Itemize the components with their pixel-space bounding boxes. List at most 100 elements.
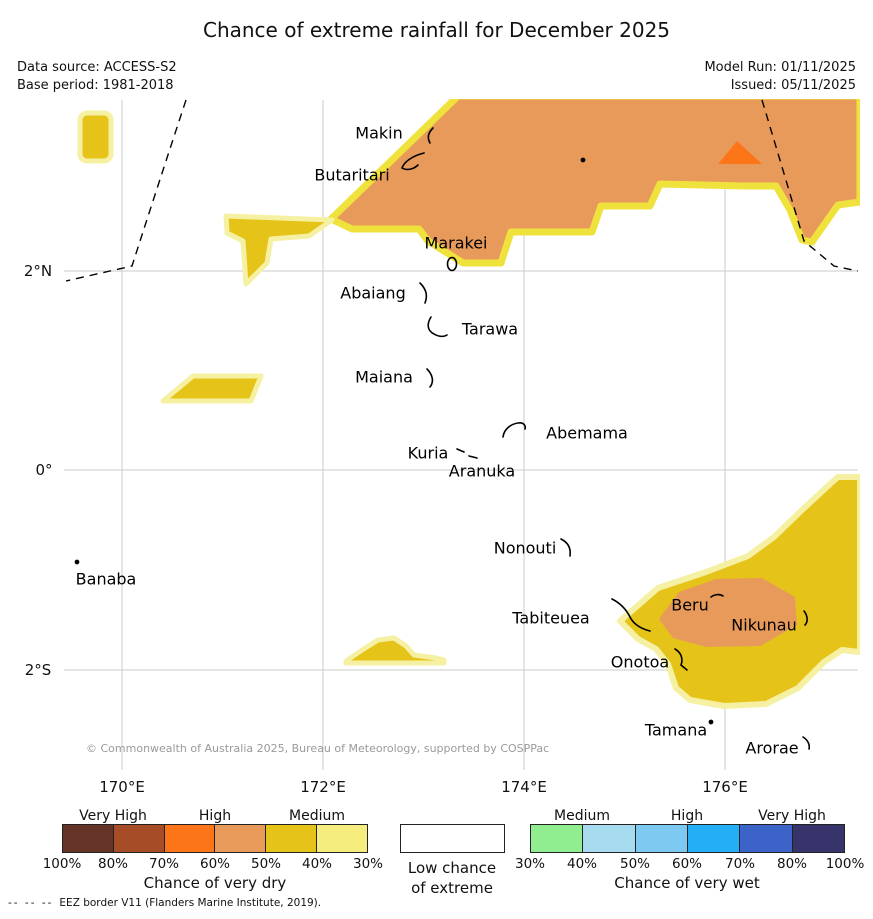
wet-cell-70 — [740, 825, 793, 852]
island-label-makin: Makin — [355, 123, 403, 143]
nonouti-island-mark — [560, 538, 572, 557]
dry-level-very-high: Very High — [79, 808, 147, 824]
region-dry-patch-south — [343, 635, 447, 666]
wet-level-very-high: Very High — [758, 808, 826, 824]
island-label-arorae: Arorae — [745, 738, 799, 758]
aranuka-island-mark — [468, 455, 478, 459]
wet-cell-40 — [583, 825, 636, 852]
dry-cell-40 — [317, 825, 367, 852]
marakei-island-mark — [446, 256, 458, 272]
banaba-island-mark — [74, 559, 80, 565]
eez-borders — [65, 99, 859, 282]
dry-pct-50: 50% — [250, 856, 282, 872]
wet-legend-title: Chance of very wet — [614, 874, 760, 892]
lat-tick-2n: 2°N — [23, 262, 53, 280]
dry-pct-80: 80% — [97, 856, 129, 872]
dry-pct-70: 70% — [148, 856, 180, 872]
abemama-island-mark — [502, 422, 526, 438]
island-label-tarawa: Tarawa — [461, 319, 519, 339]
arorae-island-mark — [802, 736, 811, 750]
neutral-label-line1: Low chance — [407, 859, 497, 877]
eez-dash-sample: -- -- -- — [8, 897, 54, 909]
island-label-abemama: Abemama — [546, 423, 628, 443]
neutral-label-line2: of extreme — [411, 879, 493, 897]
island-label-maiana: Maiana — [355, 367, 413, 387]
tamana-island-mark — [708, 719, 714, 725]
dry-pct-30: 30% — [352, 856, 384, 872]
probability-regions — [77, 99, 860, 709]
lat-tick-2s: 2°S — [24, 661, 52, 679]
model-run-label: Model Run: 01/11/2025 — [704, 60, 856, 75]
dry-level-high: High — [198, 808, 232, 824]
region-dry-patch-maiana-west — [160, 373, 264, 404]
dry-pct-40: 40% — [301, 856, 333, 872]
island-label-banaba: Banaba — [75, 569, 137, 589]
tarawa-island-mark — [427, 316, 448, 338]
wet-cell-60 — [687, 825, 741, 852]
wet-cell-80 — [792, 825, 844, 852]
butaritari-island-mark — [401, 152, 425, 171]
beru-island-mark — [710, 593, 724, 598]
lon-tick-176e: 176°E — [702, 778, 748, 796]
data-source-label: Data source: ACCESS-S2 — [17, 60, 177, 75]
maiana-island-mark — [426, 368, 434, 388]
island-marks — [74, 127, 811, 750]
region-dry-patch-northwest — [77, 110, 114, 164]
wet-pct-50: 50% — [619, 856, 651, 872]
wet-level-high: High — [670, 808, 704, 824]
lon-tick-170e: 170°E — [99, 778, 145, 796]
island-label-beru: Beru — [671, 595, 709, 615]
wet-pct-80: 80% — [776, 856, 808, 872]
dry-cell-60 — [215, 825, 267, 852]
island-label-butaritari: Butaritari — [314, 165, 390, 185]
copyright-text: © Commonwealth of Australia 2025, Bureau… — [86, 742, 550, 755]
eez-note-text: EEZ border V11 (Flanders Marine Institut… — [59, 897, 322, 909]
neutral-legend-box — [400, 824, 505, 853]
eez-border-east — [761, 99, 859, 272]
abaiang-island-mark — [419, 282, 428, 304]
base-period-label: Base period: 1981-2018 — [17, 78, 174, 93]
onotoa-island-mark — [674, 648, 688, 671]
wet-pct-30: 30% — [514, 856, 546, 872]
kuria-island-mark — [456, 448, 465, 453]
island-label-nonouti: Nonouti — [493, 538, 557, 558]
dry-legend-bar — [62, 824, 368, 853]
region-very-dry-north — [327, 99, 860, 267]
wet-pct-40: 40% — [566, 856, 598, 872]
island-label-tamana: Tamana — [644, 720, 708, 740]
island-label-onotoa: Onotoa — [610, 652, 670, 672]
region-dry-beru-nikunau — [659, 578, 797, 647]
dry-pct-60: 60% — [199, 856, 231, 872]
dry-cell-70 — [164, 825, 216, 852]
island-label-aranuka: Aranuka — [448, 461, 516, 481]
small-island-mark — [580, 157, 586, 163]
island-label-marakei: Marakei — [424, 233, 488, 253]
wet-pct-100: 100% — [825, 856, 865, 872]
region-dry-patch-west — [223, 213, 335, 287]
island-label-tabiteuea: Tabiteuea — [512, 608, 590, 628]
wet-cell-30 — [531, 825, 584, 852]
dry-pct-100: 100% — [42, 856, 82, 872]
dry-cell-100 — [63, 825, 114, 852]
wet-legend-bar — [530, 824, 845, 853]
lat-tick-0: 0° — [35, 461, 53, 479]
issued-label: Issued: 05/11/2025 — [730, 78, 856, 93]
eez-footer-note: -- -- -- EEZ border V11 (Flanders Marine … — [8, 897, 321, 909]
dry-legend-title: Chance of very dry — [143, 874, 287, 892]
makin-island-mark — [427, 127, 434, 144]
wet-cell-50 — [635, 825, 688, 852]
wet-level-medium: Medium — [554, 808, 610, 824]
lon-tick-172e: 172°E — [300, 778, 346, 796]
tabiteuea-island-mark — [611, 598, 651, 632]
dry-cell-80 — [113, 825, 165, 852]
dry-cell-50 — [266, 825, 318, 852]
island-label-abaiang: Abaiang — [340, 283, 406, 303]
region-dry-triangle-northeast — [718, 141, 762, 164]
wet-pct-70: 70% — [724, 856, 756, 872]
island-label-kuria: Kuria — [407, 443, 449, 463]
wet-pct-60: 60% — [671, 856, 703, 872]
page-title: Chance of extreme rainfall for December … — [202, 18, 671, 42]
lon-tick-174e: 174°E — [501, 778, 547, 796]
